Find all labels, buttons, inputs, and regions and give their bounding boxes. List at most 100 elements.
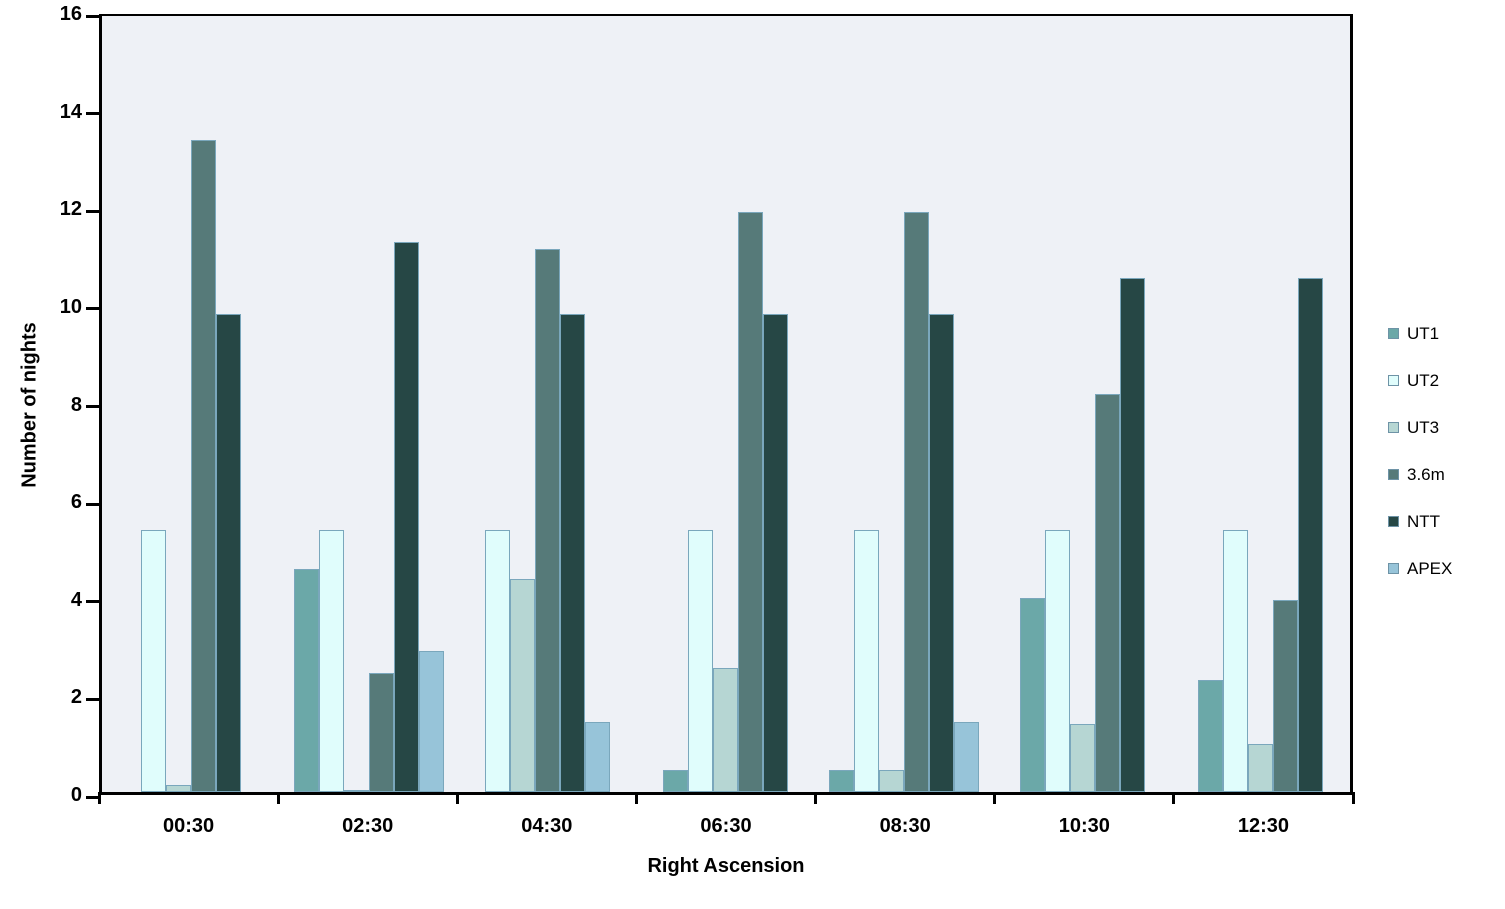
y-tick-label-10: 10 <box>59 295 82 318</box>
bar-group-1030 <box>993 16 1171 792</box>
x-axis-title: Right Ascension <box>647 855 805 877</box>
bar-apex-0230 <box>419 651 445 792</box>
bar-apex-0830 <box>954 721 980 792</box>
bar-groups-container <box>102 16 1350 792</box>
bar-group-0830 <box>815 16 993 792</box>
bar-36m-1030 <box>1095 394 1121 792</box>
x-tick-label-0230: 02:30 <box>342 815 394 837</box>
legend-marker-ut1 <box>1388 327 1399 339</box>
x-tick-1 <box>276 792 280 804</box>
bar-ut2-0830 <box>854 530 880 792</box>
bar-ntt-0630 <box>763 314 789 792</box>
bar-ut1-0830 <box>829 770 855 792</box>
bar-ut3-1230 <box>1248 743 1274 792</box>
bar-ut3-0230 <box>344 789 370 792</box>
y-tick-14 <box>86 112 99 116</box>
y-tick-4 <box>86 600 99 604</box>
legend-marker-ut2 <box>1388 374 1399 386</box>
x-tick-5 <box>993 792 997 804</box>
bar-ut1-1030 <box>1020 598 1046 792</box>
bar-group-0630 <box>637 16 815 792</box>
y-tick-label-0: 0 <box>70 784 82 806</box>
bar-group-0030 <box>102 16 280 792</box>
y-tick-label-4: 4 <box>70 588 82 611</box>
x-tick-0 <box>97 792 101 804</box>
y-tick-8 <box>86 405 99 408</box>
bar-ntt-0030 <box>216 314 242 792</box>
y-tick-16 <box>86 14 99 18</box>
legend-item-ut3: UT3 <box>1388 415 1452 439</box>
bar-ntt-0230 <box>394 241 420 792</box>
legend-item-ut2: UT2 <box>1388 368 1452 392</box>
legend-label-ut3: UT3 <box>1407 417 1440 437</box>
bar-ut2-0630 <box>688 530 714 792</box>
y-tick-6 <box>86 502 99 506</box>
y-tick-label-8: 8 <box>70 393 82 416</box>
bar-ut2-1230 <box>1223 530 1249 792</box>
bar-ut3-0430 <box>510 578 536 792</box>
y-tick-label-16: 16 <box>59 3 82 25</box>
y-tick-2 <box>86 697 99 701</box>
legend-item-36m: 3.6m <box>1388 462 1452 486</box>
bar-36m-0830 <box>904 212 930 792</box>
x-tick-label-0630: 06:30 <box>700 815 752 837</box>
legend-item-ntt: NTT <box>1388 509 1452 533</box>
bar-ut1-0230 <box>294 568 320 792</box>
bar-group-0430 <box>459 16 637 792</box>
legend-label-ut2: UT2 <box>1407 370 1440 390</box>
bar-ut1-1230 <box>1198 680 1224 792</box>
bar-group-1230 <box>1172 16 1350 792</box>
y-tick-0 <box>86 795 99 799</box>
legend-item-ut1: UT1 <box>1388 321 1452 345</box>
legend-label-ntt: NTT <box>1407 511 1441 531</box>
y-tick-label-6: 6 <box>70 491 82 514</box>
x-tick-7 <box>1351 792 1355 804</box>
y-tick-12 <box>86 209 99 213</box>
bar-ntt-1230 <box>1298 277 1324 792</box>
x-tick-3 <box>634 792 638 804</box>
y-tick-label-2: 2 <box>70 686 82 709</box>
legend-marker-36m <box>1388 468 1399 480</box>
x-tick-label-0830: 08:30 <box>879 815 931 837</box>
x-axis-tick-labels: 00:30 02:30 04:30 06:30 08:30 10:30 12:30 <box>97 14 1355 837</box>
bar-ut3-1030 <box>1070 724 1096 792</box>
legend: UT1 UT2 UT3 3.6m NTT APEX <box>1388 321 1452 603</box>
bar-ut3-0630 <box>713 668 739 792</box>
bar-apex-0430 <box>585 721 611 792</box>
bar-ntt-0830 <box>929 314 955 792</box>
plot-area <box>86 14 1353 799</box>
legend-label-apex: APEX <box>1407 558 1453 578</box>
bar-ut3-0030 <box>166 784 192 792</box>
y-axis-tick-labels: 0 2 4 6 8 10 12 14 16 <box>2 3 84 806</box>
x-tick-label-0430: 04:30 <box>521 815 573 837</box>
bar-ut1-0630 <box>663 770 689 792</box>
legend-item-apex: APEX <box>1388 556 1452 580</box>
bar-36m-0430 <box>535 248 561 792</box>
legend-marker-ntt <box>1388 515 1399 527</box>
y-tick-label-12: 12 <box>59 198 82 221</box>
legend-marker-apex <box>1388 562 1399 574</box>
bar-ut2-0430 <box>485 530 511 792</box>
bar-ut2-1030 <box>1045 530 1071 792</box>
bar-36m-0230 <box>369 673 395 792</box>
bar-group-0230 <box>280 16 458 792</box>
bar-36m-0630 <box>738 212 764 792</box>
x-tick-4 <box>814 792 818 804</box>
legend-label-36m: 3.6m <box>1407 464 1445 484</box>
x-tick-label-0030: 00:30 <box>162 815 215 837</box>
bar-ut3-0830 <box>879 770 905 792</box>
legend-marker-ut3 <box>1388 421 1399 433</box>
y-tick-10 <box>86 307 99 311</box>
bar-36m-0030 <box>191 139 217 792</box>
y-tick-label-14: 14 <box>59 100 82 123</box>
legend-label-ut1: UT1 <box>1407 323 1440 343</box>
bar-ntt-0430 <box>560 314 586 792</box>
x-tick-label-1030: 10:30 <box>1058 815 1110 837</box>
bar-ntt-1030 <box>1120 277 1146 792</box>
x-tick-label-1230: 12:30 <box>1237 815 1289 837</box>
bar-36m-1230 <box>1273 600 1299 792</box>
x-tick-2 <box>455 792 459 804</box>
bar-ut2-0230 <box>319 530 345 792</box>
bar-ut2-0030 <box>141 530 167 792</box>
